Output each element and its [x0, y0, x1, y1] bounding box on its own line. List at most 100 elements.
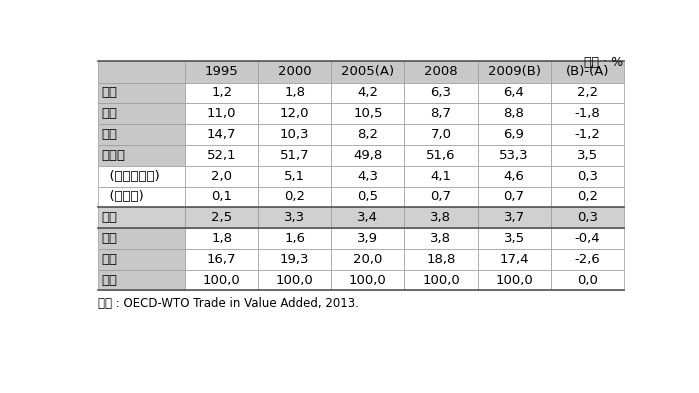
Text: (B)-(A): (B)-(A)	[565, 65, 609, 78]
Text: 0,7: 0,7	[503, 191, 524, 204]
Bar	[477, 145, 551, 166]
Bar	[98, 103, 185, 124]
Bar	[331, 124, 405, 145]
Bar	[331, 103, 405, 124]
Bar	[98, 61, 185, 83]
Bar	[551, 103, 624, 124]
Bar	[405, 103, 477, 124]
Bar	[258, 103, 331, 124]
Bar	[551, 61, 624, 83]
Text: 4,2: 4,2	[357, 86, 378, 99]
Bar	[405, 166, 477, 187]
Bar	[258, 166, 331, 187]
Text: 중국: 중국	[101, 86, 117, 99]
Text: 8,2: 8,2	[357, 128, 378, 141]
Text: 합계: 합계	[101, 274, 117, 286]
Bar	[331, 83, 405, 103]
Text: 0,3: 0,3	[577, 211, 598, 224]
Text: 11,0: 11,0	[207, 107, 236, 120]
Text: 18,8: 18,8	[426, 253, 456, 266]
Text: 자료 : OECD-WTO Trade in Value Added, 2013.: 자료 : OECD-WTO Trade in Value Added, 2013…	[98, 297, 359, 310]
Bar	[258, 124, 331, 145]
Bar	[98, 83, 185, 103]
Text: 20,0: 20,0	[353, 253, 382, 266]
Bar	[258, 61, 331, 83]
Text: 3,5: 3,5	[503, 232, 525, 245]
Text: 1,2: 1,2	[211, 86, 232, 99]
Text: 기타: 기타	[101, 253, 117, 266]
Bar	[405, 145, 477, 166]
Text: 0,2: 0,2	[284, 191, 305, 204]
Bar	[98, 249, 185, 270]
Bar	[98, 187, 185, 208]
Text: 단위 : %: 단위 : %	[584, 56, 624, 69]
Bar	[185, 187, 258, 208]
Text: -2,6: -2,6	[575, 253, 600, 266]
Bar	[405, 187, 477, 208]
Text: 100,0: 100,0	[203, 274, 240, 286]
Bar	[185, 61, 258, 83]
Bar	[405, 61, 477, 83]
Text: 3,7: 3,7	[503, 211, 525, 224]
Text: 53,3: 53,3	[499, 149, 529, 162]
Text: 7,0: 7,0	[431, 128, 452, 141]
Bar	[477, 166, 551, 187]
Text: 2008: 2008	[424, 65, 458, 78]
Text: 2,0: 2,0	[211, 170, 232, 183]
Bar	[185, 249, 258, 270]
Text: 100,0: 100,0	[349, 274, 387, 286]
Text: 미국: 미국	[101, 107, 117, 120]
Text: 0,2: 0,2	[577, 191, 598, 204]
Text: 100,0: 100,0	[422, 274, 460, 286]
Bar	[331, 208, 405, 228]
Text: 5,1: 5,1	[284, 170, 305, 183]
Bar	[405, 249, 477, 270]
Bar	[258, 270, 331, 290]
Text: 0,1: 0,1	[211, 191, 232, 204]
Text: 8,8: 8,8	[503, 107, 524, 120]
Text: 3,8: 3,8	[431, 232, 452, 245]
Text: 16,7: 16,7	[207, 253, 236, 266]
Text: 2005(A): 2005(A)	[341, 65, 394, 78]
Bar	[477, 124, 551, 145]
Text: 17,4: 17,4	[499, 253, 529, 266]
Bar	[331, 187, 405, 208]
Bar	[185, 208, 258, 228]
Bar	[98, 228, 185, 249]
Bar	[185, 145, 258, 166]
Text: 8,7: 8,7	[431, 107, 452, 120]
Bar	[551, 228, 624, 249]
Bar	[551, 249, 624, 270]
Text: 52,1: 52,1	[207, 149, 236, 162]
Text: 한국: 한국	[101, 211, 117, 224]
Text: 6,4: 6,4	[503, 86, 524, 99]
Bar	[551, 83, 624, 103]
Text: 12,0: 12,0	[280, 107, 310, 120]
Text: 0,5: 0,5	[357, 191, 378, 204]
Bar	[551, 270, 624, 290]
Text: -1,2: -1,2	[574, 128, 600, 141]
Text: 3,5: 3,5	[577, 149, 598, 162]
Bar	[405, 83, 477, 103]
Text: 1,8: 1,8	[284, 86, 305, 99]
Text: 2,2: 2,2	[577, 86, 598, 99]
Bar	[258, 249, 331, 270]
Bar	[258, 187, 331, 208]
Text: 10,5: 10,5	[353, 107, 382, 120]
Text: 6,3: 6,3	[431, 86, 452, 99]
Bar	[405, 270, 477, 290]
Text: 51,7: 51,7	[280, 149, 310, 162]
Bar	[185, 166, 258, 187]
Bar	[185, 270, 258, 290]
Bar	[477, 270, 551, 290]
Text: 10,3: 10,3	[280, 128, 310, 141]
Bar	[331, 249, 405, 270]
Text: 6,9: 6,9	[503, 128, 524, 141]
Text: -0,4: -0,4	[575, 232, 600, 245]
Bar	[477, 228, 551, 249]
Text: 0,0: 0,0	[577, 274, 598, 286]
Text: (베트남): (베트남)	[101, 191, 144, 204]
Bar	[258, 208, 331, 228]
Text: 2,5: 2,5	[211, 211, 232, 224]
Text: 14,7: 14,7	[207, 128, 236, 141]
